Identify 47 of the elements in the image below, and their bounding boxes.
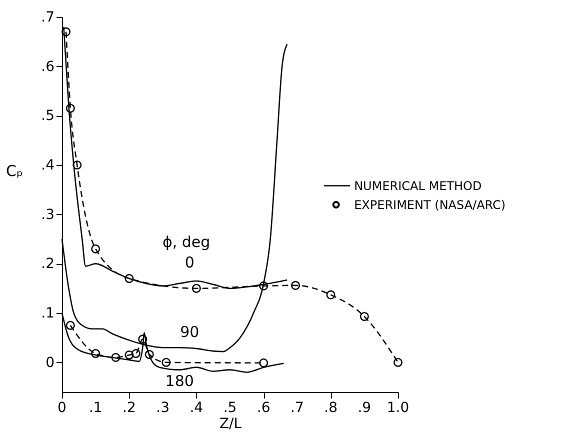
annotation: 90 [180,323,200,341]
x-tick-label: .8 [324,400,338,416]
point [91,349,100,358]
point [259,281,268,290]
point [124,274,134,284]
y-tick-label: 0 [46,354,54,371]
point [326,290,336,300]
x-tick-label: .2 [122,400,136,416]
x-tick-label: .7 [290,400,304,416]
x-tick-label: .5 [223,400,237,416]
point [360,312,369,322]
annotation: ϕ, deg [162,233,210,251]
y-axis-title: Cₚ [6,162,23,180]
x-tick-label: 0 [58,400,66,416]
point [111,352,120,362]
x-tick-label: 1.0 [386,400,410,416]
annotation: 180 [165,372,194,390]
x-tick-label: .3 [156,400,170,416]
point [131,349,140,358]
y-tick-label: .3 [41,206,54,223]
x-tick-label: .6 [256,400,270,416]
point [290,280,300,290]
point [259,358,268,368]
point [62,27,71,36]
point [91,244,100,254]
point [66,104,75,113]
y-tick-label: .1 [41,306,54,322]
legend-label: EXPERIMENT (NASA/ARC) [354,198,506,212]
point [72,160,82,170]
y-tick-label: .2 [41,256,54,272]
legend-label: NUMERICAL METHOD [354,178,482,193]
point [162,358,171,367]
y-tick-label: .6 [41,58,55,75]
annotation: 0 [184,254,194,272]
point [192,284,201,293]
x-tick-label: .4 [190,400,204,416]
x-tick-label: .9 [358,400,372,416]
x-tick-label: .1 [88,400,102,416]
point [124,350,134,360]
point [393,358,403,367]
y-tick-label: .4 [41,158,55,174]
point [144,350,154,360]
y-tick-label: .7 [41,10,54,26]
point [138,334,148,344]
y-tick-label: .5 [41,108,54,124]
x-axis-title: Z/L [219,416,242,432]
point [66,320,75,330]
